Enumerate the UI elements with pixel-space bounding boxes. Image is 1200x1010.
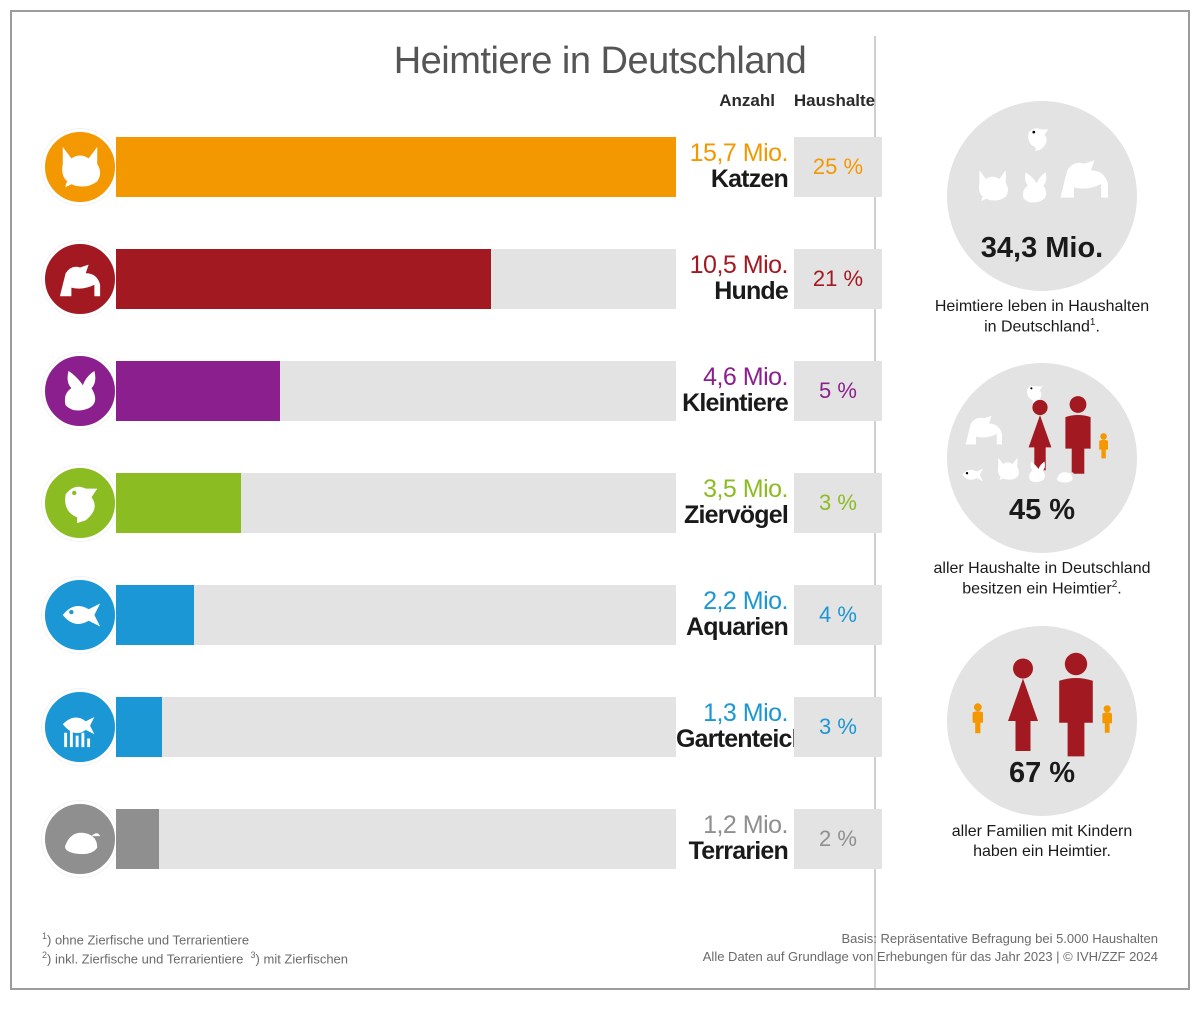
header-haushalte: Haushalte: [787, 91, 882, 111]
stat-block-1: 45 % aller Haushalte in Deutschlandbesit…: [926, 363, 1158, 599]
stat-big-number: 67 %: [947, 757, 1137, 790]
bar-row-turtle: 1,2 Mio. Terrarien 2 %: [42, 783, 882, 895]
bar-chart: Anzahl Haushalte 15,7 Mio. Katzen 25 % 1…: [42, 91, 882, 911]
pct-cell: 25 %: [794, 137, 882, 197]
bar-fill: [116, 697, 162, 757]
bar-track: [116, 361, 676, 421]
bar-fill: [116, 585, 194, 645]
bar-row-fish: 2,2 Mio. Aquarien 4 %: [42, 559, 882, 671]
bar-track: [116, 809, 676, 869]
name-label: Hunde: [676, 278, 788, 304]
stats-container: 34,3 Mio. Heimtiere leben in Haushalteni…: [926, 101, 1158, 862]
bar-labels: 1,3 Mio. Gartenteiche3: [676, 701, 794, 752]
stat-big-number: 34,3 Mio.: [947, 232, 1137, 265]
pct-cell: 3 %: [794, 697, 882, 757]
cat-icon: [42, 129, 118, 205]
pct-cell: 3 %: [794, 473, 882, 533]
count-label: 4,6 Mio.: [676, 365, 788, 390]
bars-container: 15,7 Mio. Katzen 25 % 10,5 Mio. Hunde 21…: [42, 111, 882, 895]
bar-row-cat: 15,7 Mio. Katzen 25 %: [42, 111, 882, 223]
source-line-1: Basis: Repräsentative Befragung bei 5.00…: [703, 930, 1158, 948]
count-label: 15,7 Mio.: [676, 141, 788, 166]
bar-track: [116, 249, 676, 309]
name-label: Kleintiere: [676, 390, 788, 416]
bar-labels: 10,5 Mio. Hunde: [676, 253, 794, 304]
name-label: Katzen: [676, 166, 788, 192]
count-label: 3,5 Mio.: [676, 477, 788, 502]
source-line-2: Alle Daten auf Grundlage von Erhebungen …: [703, 948, 1158, 966]
stat-text: aller Familien mit Kindernhaben ein Heim…: [926, 822, 1158, 862]
stat-block-0: 34,3 Mio. Heimtiere leben in Haushalteni…: [926, 101, 1158, 337]
count-label: 2,2 Mio.: [676, 589, 788, 614]
pond-icon: [42, 689, 118, 765]
source-right: Basis: Repräsentative Befragung bei 5.00…: [703, 930, 1158, 968]
name-label: Aquarien: [676, 614, 788, 640]
name-label: Ziervögel: [676, 502, 788, 528]
count-label: 1,2 Mio.: [676, 813, 788, 838]
pct-cell: 5 %: [794, 361, 882, 421]
bar-labels: 4,6 Mio. Kleintiere: [676, 365, 794, 416]
bar-track: [116, 473, 676, 533]
footnote-2-3: 2) inkl. Zierfische und Terrarientiere 3…: [42, 949, 348, 968]
bar-fill: [116, 249, 491, 309]
stat-block-2: 67 % aller Familien mit Kindernhaben ein…: [926, 626, 1158, 862]
bar-fill: [116, 361, 280, 421]
stats-column: 34,3 Mio. Heimtiere leben in Haushalteni…: [926, 91, 1158, 911]
bar-row-bird: 3,5 Mio. Ziervögel 3 %: [42, 447, 882, 559]
pct-cell: 2 %: [794, 809, 882, 869]
infographic-frame: Heimtiere in Deutschland Anzahl Haushalt…: [10, 10, 1190, 990]
bar-labels: 15,7 Mio. Katzen: [676, 141, 794, 192]
stat-text: Heimtiere leben in Haushaltenin Deutschl…: [926, 297, 1158, 337]
name-label: Gartenteiche3: [676, 726, 788, 752]
pct-cell: 4 %: [794, 585, 882, 645]
fish-icon: [42, 577, 118, 653]
columns: Anzahl Haushalte 15,7 Mio. Katzen 25 % 1…: [42, 91, 1158, 911]
bar-labels: 3,5 Mio. Ziervögel: [676, 477, 794, 528]
bar-labels: 2,2 Mio. Aquarien: [676, 589, 794, 640]
bar-fill: [116, 137, 676, 197]
count-label: 1,3 Mio.: [676, 701, 788, 726]
footer: 1) ohne Zierfische und Terrarientiere 2)…: [42, 930, 1158, 968]
bird-icon: [42, 465, 118, 541]
bar-labels: 1,2 Mio. Terrarien: [676, 813, 794, 864]
turtle-icon: [42, 801, 118, 877]
dog-icon: [42, 241, 118, 317]
header-anzahl: Anzahl: [707, 91, 787, 111]
column-headers: Anzahl Haushalte: [42, 91, 882, 111]
bar-row-pond: 1,3 Mio. Gartenteiche3 3 %: [42, 671, 882, 783]
count-label: 10,5 Mio.: [676, 253, 788, 278]
name-label: Terrarien: [676, 838, 788, 864]
stat-circle: 67 %: [947, 626, 1137, 816]
bar-track: [116, 137, 676, 197]
bar-track: [116, 585, 676, 645]
stat-text: aller Haushalte in Deutschlandbesitzen e…: [926, 559, 1158, 599]
rabbit-icon: [42, 353, 118, 429]
footnote-1: 1) ohne Zierfische und Terrarientiere: [42, 930, 348, 949]
stat-circle: 34,3 Mio.: [947, 101, 1137, 291]
pct-cell: 21 %: [794, 249, 882, 309]
bar-track: [116, 697, 676, 757]
bar-row-dog: 10,5 Mio. Hunde 21 %: [42, 223, 882, 335]
bar-row-rabbit: 4,6 Mio. Kleintiere 5 %: [42, 335, 882, 447]
page-title: Heimtiere in Deutschland: [42, 40, 1158, 83]
stat-big-number: 45 %: [947, 494, 1137, 527]
bar-fill: [116, 809, 159, 869]
footnotes-left: 1) ohne Zierfische und Terrarientiere 2)…: [42, 930, 348, 968]
stat-circle: 45 %: [947, 363, 1137, 553]
bar-fill: [116, 473, 241, 533]
